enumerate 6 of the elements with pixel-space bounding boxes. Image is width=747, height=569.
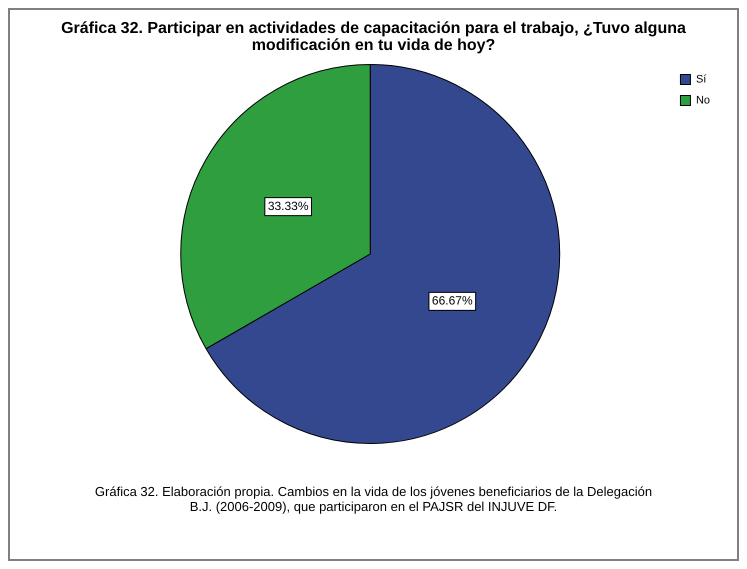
legend-label: Sí xyxy=(696,74,708,86)
chart-title: Gráfica 32. Participar en actividades de capacitación para el trabajo, ¿Tuvo alguna modificación en tu vida de hoy? xyxy=(60,20,687,54)
legend-label: No xyxy=(696,94,710,107)
text: Gráfica 32. Elaboración propia. Cambios en la vida de los jóvenes beneficiarios de la Delegación B.J. (2006-2009), que participaron en el PAJSR del INJUVE DF. xyxy=(94,484,654,514)
data-label: 33.33% xyxy=(268,198,309,213)
data-label: 66.67% xyxy=(432,294,473,308)
